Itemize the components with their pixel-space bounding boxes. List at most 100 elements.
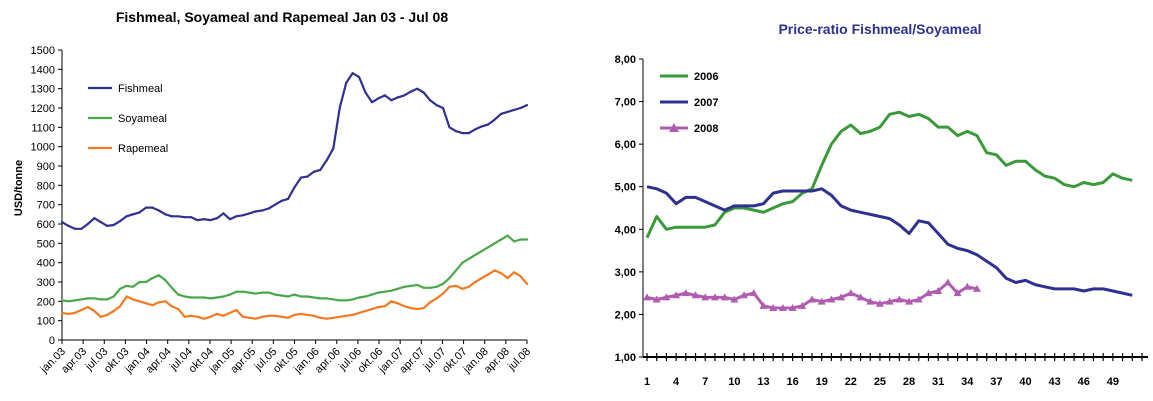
left-point-fishmeal xyxy=(177,215,180,218)
left-point-fishmeal xyxy=(454,130,458,133)
right-y-tick-label: 8,00 xyxy=(615,54,636,66)
right-x-tick-label: 13 xyxy=(757,376,769,388)
left-point-rapemeal xyxy=(461,287,464,290)
left-point-soyameal xyxy=(312,296,315,299)
left-point-fishmeal xyxy=(474,128,477,131)
right-x-tick-label: 46 xyxy=(1078,376,1090,388)
left-point-soyameal xyxy=(144,280,148,284)
right-marker-2008 xyxy=(866,297,875,305)
right-marker-2008 xyxy=(808,295,816,303)
right-marker-2008 xyxy=(895,295,904,303)
left-point-fishmeal xyxy=(222,212,225,215)
right-marker-2008 xyxy=(730,295,739,303)
left-point-soyameal xyxy=(60,299,64,302)
left-point-soyameal xyxy=(254,292,257,295)
left-point-rapemeal xyxy=(513,271,516,274)
right-y-tick-label: 2,00 xyxy=(615,309,636,321)
left-point-rapemeal xyxy=(280,315,283,318)
left-point-rapemeal xyxy=(338,315,341,318)
left-point-rapemeal xyxy=(222,314,225,317)
left-point-fishmeal xyxy=(506,110,509,113)
left-point-soyameal xyxy=(228,293,231,296)
left-point-soyameal xyxy=(351,298,354,301)
right-x-tick-label: 7 xyxy=(702,376,708,388)
left-point-fishmeal xyxy=(409,90,412,93)
left-point-soyameal xyxy=(306,295,309,298)
left-y-tick-label: 1500 xyxy=(31,45,55,57)
left-point-rapemeal xyxy=(183,315,186,318)
left-point-rapemeal xyxy=(241,315,244,318)
fishmeal-soyameal-rapemeal-chart: Fishmeal, Soyameal and Rapemeal Jan 03 -… xyxy=(0,0,560,396)
right-marker-2008 xyxy=(672,291,681,299)
left-point-soyameal xyxy=(519,238,522,241)
left-point-soyameal xyxy=(248,291,251,294)
right-marker-2008 xyxy=(953,289,962,297)
legend-label-fishmeal: Fishmeal xyxy=(118,83,163,95)
left-point-soyameal xyxy=(441,282,445,285)
left-point-fishmeal xyxy=(370,101,374,104)
left-point-fishmeal xyxy=(286,197,290,200)
left-point-rapemeal xyxy=(177,308,180,311)
right-y-tick-label: 1,00 xyxy=(615,352,636,364)
left-point-rapemeal xyxy=(112,309,115,313)
right-chart-svg: Price-ratio Fishmeal/Soyameal 1,00 2,00 3,… xyxy=(615,21,1148,388)
left-point-fishmeal xyxy=(60,221,64,224)
left-point-rapemeal xyxy=(519,275,522,278)
right-marker-2008 xyxy=(885,297,894,305)
left-point-fishmeal xyxy=(435,104,438,107)
right-marker-2008 xyxy=(691,291,700,299)
right-marker-2008 xyxy=(856,293,865,301)
left-point-fishmeal xyxy=(151,206,154,209)
left-point-rapemeal xyxy=(261,315,264,318)
left-point-soyameal xyxy=(164,279,167,282)
left-point-rapemeal xyxy=(86,306,89,309)
left-series-line-soyameal xyxy=(61,234,527,303)
left-y-tick-label: 1300 xyxy=(31,84,55,96)
right-chart-title: Price-ratio Fishmeal/Soyameal xyxy=(778,21,981,37)
left-point-fishmeal xyxy=(351,72,354,75)
right-x-tick-label: 28 xyxy=(903,376,915,388)
left-point-fishmeal xyxy=(448,126,451,129)
left-point-rapemeal xyxy=(190,314,193,317)
left-point-rapemeal xyxy=(73,311,76,314)
left-point-rapemeal xyxy=(99,315,102,318)
left-point-fishmeal xyxy=(164,213,167,216)
left-y-tick-label: 200 xyxy=(37,296,55,308)
right-x-tick-label: 16 xyxy=(786,376,798,388)
left-point-soyameal xyxy=(241,290,244,293)
left-y-tick-label: 600 xyxy=(37,219,55,231)
left-point-fishmeal xyxy=(525,104,529,107)
left-point-fishmeal xyxy=(261,209,264,212)
left-point-soyameal xyxy=(370,293,374,296)
left-point-rapemeal xyxy=(487,273,490,276)
left-point-fishmeal xyxy=(422,91,425,94)
left-point-soyameal xyxy=(467,257,470,260)
left-point-rapemeal xyxy=(299,312,303,315)
left-point-soyameal xyxy=(157,274,160,277)
left-point-soyameal xyxy=(364,295,367,298)
right-marker-2008 xyxy=(662,293,671,301)
legend-marker-2008 xyxy=(669,123,679,132)
left-point-soyameal xyxy=(261,291,264,294)
right-x-tick-label: 25 xyxy=(874,376,886,388)
left-point-fishmeal xyxy=(112,223,115,227)
right-marker-2008 xyxy=(681,289,690,297)
right-marker-2008 xyxy=(914,295,923,303)
right-y-tick-label: 7,00 xyxy=(615,97,636,109)
left-point-rapemeal xyxy=(119,305,122,308)
left-point-soyameal xyxy=(506,234,509,237)
left-point-soyameal xyxy=(131,285,135,288)
left-point-fishmeal xyxy=(125,215,128,218)
left-point-soyameal xyxy=(286,295,290,298)
right-marker-2008 xyxy=(837,293,846,301)
left-point-soyameal xyxy=(332,298,335,301)
left-point-fishmeal xyxy=(248,212,251,215)
left-point-fishmeal xyxy=(332,147,335,150)
left-point-fishmeal xyxy=(228,218,231,221)
left-point-rapemeal xyxy=(500,272,503,275)
left-point-rapemeal xyxy=(254,317,257,320)
left-point-rapemeal xyxy=(125,295,128,298)
left-point-rapemeal xyxy=(332,316,335,319)
left-chart-svg: Fishmeal, Soyameal and Rapemeal Jan 03 -… xyxy=(13,9,533,376)
left-point-rapemeal xyxy=(60,311,64,314)
